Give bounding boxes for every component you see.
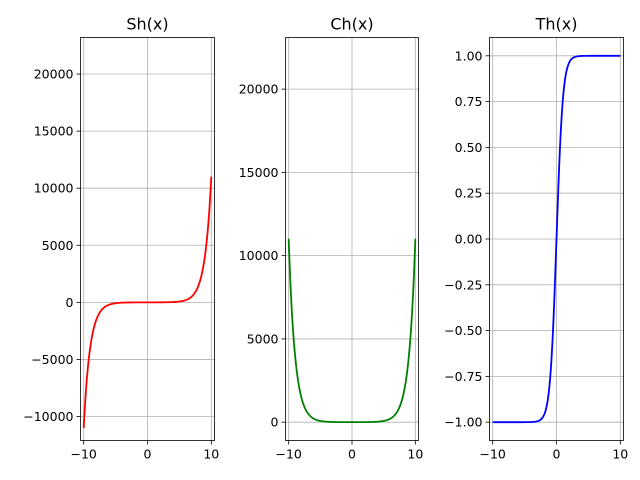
y-tick-label: 20000 bbox=[34, 67, 74, 82]
y-tick-label: 0.50 bbox=[455, 140, 483, 155]
y-tick-label: 15000 bbox=[239, 165, 279, 180]
series-line-sinh bbox=[82, 176, 213, 429]
x-tick-label: 0 bbox=[144, 447, 152, 462]
y-tick-label: −0.75 bbox=[444, 369, 482, 384]
y-tick-label: 10000 bbox=[34, 181, 74, 196]
y-tick-label: −0.25 bbox=[444, 277, 482, 292]
y-tick-label: 5000 bbox=[247, 331, 279, 346]
chart-title: Sh(x) bbox=[126, 15, 168, 34]
y-tick-label: 0.25 bbox=[455, 186, 483, 201]
series-line-cosh bbox=[287, 238, 417, 424]
y-tick-label: 15000 bbox=[34, 124, 74, 139]
y-tick-label: −1.00 bbox=[444, 415, 482, 430]
y-tick-label: 1.00 bbox=[455, 48, 483, 63]
subplot-cosh: Ch(x) −10 0 10 0 5000 10000 15000 20000 bbox=[239, 15, 424, 462]
chart-title: Th(x) bbox=[535, 15, 578, 34]
subplot-sinh: Sh(x) −10 0 10 −10000 −5000 0 5000 10000 15000 200… bbox=[23, 15, 219, 462]
y-tick-label: 0.75 bbox=[455, 94, 483, 109]
x-tick-label: 10 bbox=[203, 447, 219, 462]
x-tick-label: 0 bbox=[348, 447, 356, 462]
y-tick-label: 0.00 bbox=[455, 232, 483, 247]
x-tick-label: 0 bbox=[553, 447, 561, 462]
chart-title: Ch(x) bbox=[330, 15, 373, 34]
x-tick-label: 10 bbox=[612, 447, 628, 462]
y-tick-label: 0 bbox=[66, 295, 74, 310]
y-tick-label: 0 bbox=[271, 415, 279, 430]
x-tick-label: 10 bbox=[407, 447, 423, 462]
y-tick-label: −0.50 bbox=[444, 323, 482, 338]
x-tick-label: −10 bbox=[70, 447, 96, 462]
y-tick-label: −10000 bbox=[23, 409, 73, 424]
y-tick-label: 10000 bbox=[239, 248, 279, 263]
x-tick-label: −10 bbox=[275, 447, 301, 462]
x-tick-label: −10 bbox=[479, 447, 505, 462]
y-tick-label: −5000 bbox=[31, 352, 73, 367]
subplot-tanh: Th(x) −10 0 10 −1.00 −0.75 −0.50 −0.25 0.00 0.25 0… bbox=[444, 15, 628, 462]
y-tick-label: 20000 bbox=[239, 82, 279, 97]
series-line-tanh bbox=[492, 54, 621, 424]
y-tick-label: 5000 bbox=[42, 238, 74, 253]
